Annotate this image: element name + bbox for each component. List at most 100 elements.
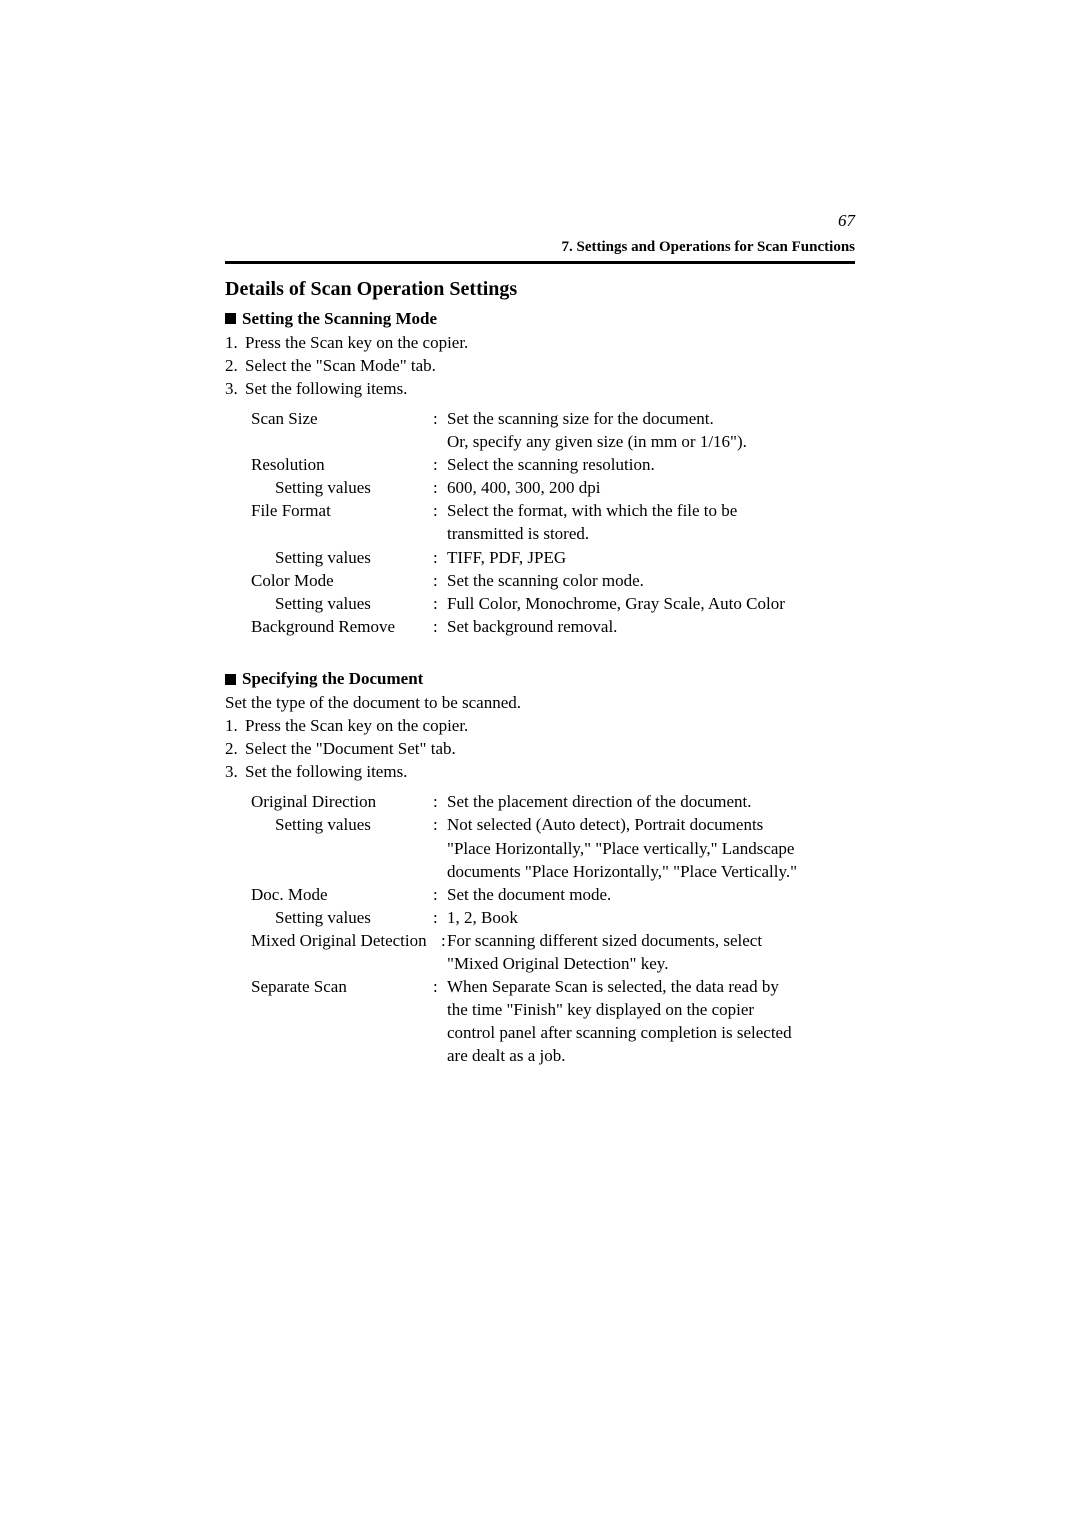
step-item: 3. Set the following items. (225, 761, 855, 783)
header-divider (225, 261, 855, 264)
subheading-text: Specifying the Document (242, 669, 423, 688)
setting-row: Mixed Original Detection:For scanning di… (251, 930, 855, 952)
setting-row: Background Remove:Set background removal… (251, 616, 855, 638)
setting-label: Resolution (251, 454, 433, 476)
setting-row: Setting values:1, 2, Book (251, 907, 855, 929)
setting-value: For scanning different sized documents, … (447, 930, 855, 952)
setting-label (251, 1022, 433, 1044)
setting-value: Set the document mode. (447, 884, 855, 906)
step-text: Select the "Document Set" tab. (245, 738, 855, 760)
setting-value: "Mixed Original Detection" key. (447, 953, 855, 975)
step-number: 2. (225, 355, 245, 377)
setting-value: the time "Finish" key displayed on the c… (447, 999, 855, 1021)
step-number: 2. (225, 738, 245, 760)
step-item: 1. Press the Scan key on the copier. (225, 332, 855, 354)
setting-row: "Mixed Original Detection" key. (251, 953, 855, 975)
step-number: 1. (225, 715, 245, 737)
setting-label (251, 431, 433, 453)
setting-row: Color Mode:Set the scanning color mode. (251, 570, 855, 592)
setting-colon: : (433, 454, 447, 476)
setting-value: Or, specify any given size (in mm or 1/1… (447, 431, 855, 453)
setting-colon: : (433, 814, 447, 836)
setting-label (251, 1045, 433, 1067)
setting-value: transmitted is stored. (447, 523, 855, 545)
setting-label (251, 523, 433, 545)
setting-value: TIFF, PDF, JPEG (447, 547, 855, 569)
setting-value: When Separate Scan is selected, the data… (447, 976, 855, 998)
step-text: Press the Scan key on the copier. (245, 332, 855, 354)
setting-label: File Format (251, 500, 433, 522)
setting-value: Set the scanning size for the document. (447, 408, 855, 430)
step-list-1: 1. Press the Scan key on the copier. 2. … (225, 332, 855, 400)
setting-label: Setting values (251, 907, 433, 929)
setting-colon: : (433, 907, 447, 929)
setting-colon (433, 861, 447, 883)
step-number: 1. (225, 332, 245, 354)
subheading-scanning-mode: Setting the Scanning Mode (225, 308, 855, 330)
subheading-text: Setting the Scanning Mode (242, 309, 437, 328)
setting-colon (433, 1022, 447, 1044)
step-text: Set the following items. (245, 378, 855, 400)
step-list-2: 1. Press the Scan key on the copier. 2. … (225, 715, 855, 783)
setting-value: Set background removal. (447, 616, 855, 638)
setting-label: Original Direction (251, 791, 433, 813)
setting-label: Setting values (251, 814, 433, 836)
setting-row: Separate Scan:When Separate Scan is sele… (251, 976, 855, 998)
setting-value: Select the format, with which the file t… (447, 500, 855, 522)
settings-list-1: Scan Size:Set the scanning size for the … (251, 408, 855, 638)
setting-label: Scan Size (251, 408, 433, 430)
setting-value: are dealt as a job. (447, 1045, 855, 1067)
setting-row: Or, specify any given size (in mm or 1/1… (251, 431, 855, 453)
setting-value: Full Color, Monochrome, Gray Scale, Auto… (447, 593, 855, 615)
square-bullet-icon (225, 674, 236, 685)
setting-row: are dealt as a job. (251, 1045, 855, 1067)
setting-colon: : (433, 616, 447, 638)
subheading-specifying-document: Specifying the Document (225, 668, 855, 690)
setting-value: control panel after scanning completion … (447, 1022, 855, 1044)
setting-colon: : (433, 547, 447, 569)
section-header: 7. Settings and Operations for Scan Func… (225, 238, 855, 258)
setting-value: 600, 400, 300, 200 dpi (447, 477, 855, 499)
setting-label: Background Remove (251, 616, 433, 638)
setting-row: control panel after scanning completion … (251, 1022, 855, 1044)
step-item: 1. Press the Scan key on the copier. (225, 715, 855, 737)
setting-row: the time "Finish" key displayed on the c… (251, 999, 855, 1021)
setting-row: File Format:Select the format, with whic… (251, 500, 855, 522)
setting-colon: : (433, 408, 447, 430)
setting-value: "Place Horizontally," "Place vertically,… (447, 838, 855, 860)
setting-colon: : (433, 593, 447, 615)
setting-row: Setting values:600, 400, 300, 200 dpi (251, 477, 855, 499)
setting-row: documents "Place Horizontally," "Place V… (251, 861, 855, 883)
intro-text: Set the type of the document to be scann… (225, 692, 855, 714)
step-text: Set the following items. (245, 761, 855, 783)
setting-colon: : (433, 791, 447, 813)
setting-label: Color Mode (251, 570, 433, 592)
setting-value: Not selected (Auto detect), Portrait doc… (447, 814, 855, 836)
setting-row: transmitted is stored. (251, 523, 855, 545)
setting-row: Resolution:Select the scanning resolutio… (251, 454, 855, 476)
setting-label: Separate Scan (251, 976, 433, 998)
page-number: 67 (225, 210, 855, 232)
setting-row: Setting values:Not selected (Auto detect… (251, 814, 855, 836)
setting-row: Original Direction:Set the placement dir… (251, 791, 855, 813)
setting-colon: : (433, 500, 447, 522)
setting-colon: : (433, 884, 447, 906)
setting-label: Setting values (251, 547, 433, 569)
step-item: 3. Set the following items. (225, 378, 855, 400)
step-item: 2. Select the "Scan Mode" tab. (225, 355, 855, 377)
setting-label (251, 861, 433, 883)
setting-label: Mixed Original Detection (251, 930, 441, 952)
setting-row: Setting values:TIFF, PDF, JPEG (251, 547, 855, 569)
setting-row: "Place Horizontally," "Place vertically,… (251, 838, 855, 860)
setting-colon (433, 523, 447, 545)
setting-row: Doc. Mode:Set the document mode. (251, 884, 855, 906)
setting-colon (433, 1045, 447, 1067)
step-text: Press the Scan key on the copier. (245, 715, 855, 737)
setting-colon (433, 431, 447, 453)
setting-label: Setting values (251, 477, 433, 499)
setting-colon: : (433, 976, 447, 998)
setting-value: 1, 2, Book (447, 907, 855, 929)
step-number: 3. (225, 761, 245, 783)
setting-value: Set the placement direction of the docum… (447, 791, 855, 813)
setting-row: Setting values:Full Color, Monochrome, G… (251, 593, 855, 615)
